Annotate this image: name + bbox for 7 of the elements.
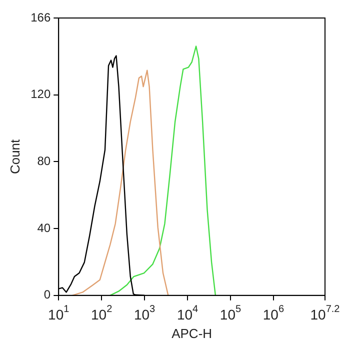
- y-tick-label: 120: [30, 87, 51, 102]
- y-tick-label: 166: [30, 10, 51, 24]
- y-tick-label: 40: [37, 220, 51, 235]
- y-axis-title: Count: [7, 138, 22, 174]
- y-tick-label: 0: [44, 288, 51, 302]
- x-axis-title: APC-H: [172, 326, 212, 341]
- y-tick-label: 80: [37, 154, 51, 168]
